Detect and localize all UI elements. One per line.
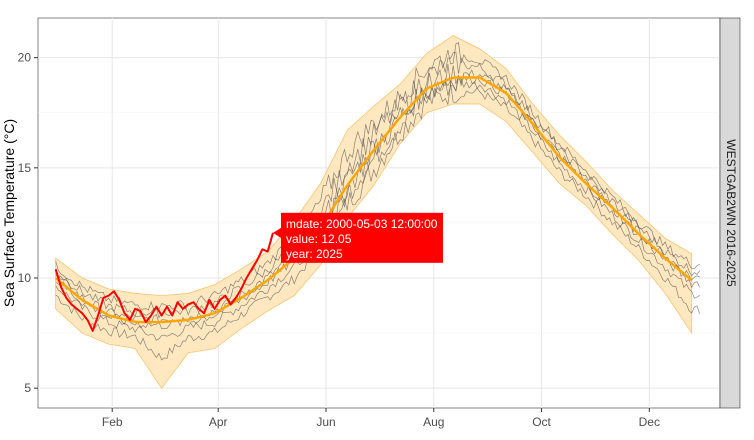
mean-line <box>54 76 693 324</box>
year-line <box>55 76 700 341</box>
facet-label: WESTGAB2WN 2016-2025 <box>724 139 738 287</box>
x-tick-label: Feb <box>102 415 123 429</box>
tooltip-pointer <box>272 227 281 238</box>
y-tick-label: 20 <box>18 51 32 65</box>
tooltip-line: value: 12.05 <box>286 232 352 246</box>
x-tick-label: Oct <box>532 415 551 429</box>
y-axis: 5 10 15 20 <box>18 51 38 395</box>
x-axis: Feb Apr Jun Aug Oct Dec <box>102 408 660 429</box>
highlight-series-line[interactable] <box>54 232 274 332</box>
tooltip-box <box>280 212 443 263</box>
year-line <box>55 42 700 311</box>
year-line <box>55 83 701 361</box>
mean-series-line <box>54 76 693 324</box>
y-tick-label: 10 <box>18 271 32 285</box>
facet-strip <box>719 17 741 409</box>
y-tick-label: 15 <box>18 161 32 175</box>
tooltip-line: year: 2025 <box>286 247 343 261</box>
x-tick-label: Jun <box>316 415 335 429</box>
x-tick-label: Apr <box>209 415 228 429</box>
x-tick-label: Aug <box>423 415 444 429</box>
y-axis-title: Sea Surface Temperature (°C) <box>1 119 17 307</box>
tooltip-line: mdate: 2000-05-03 12:00:00 <box>286 217 438 231</box>
highlight-line[interactable] <box>54 232 274 332</box>
x-tick-label: Dec <box>639 415 660 429</box>
hover-tooltip: mdate: 2000-05-03 12:00:00 value: 12.05 … <box>272 212 443 263</box>
y-tick-label: 5 <box>24 381 31 395</box>
